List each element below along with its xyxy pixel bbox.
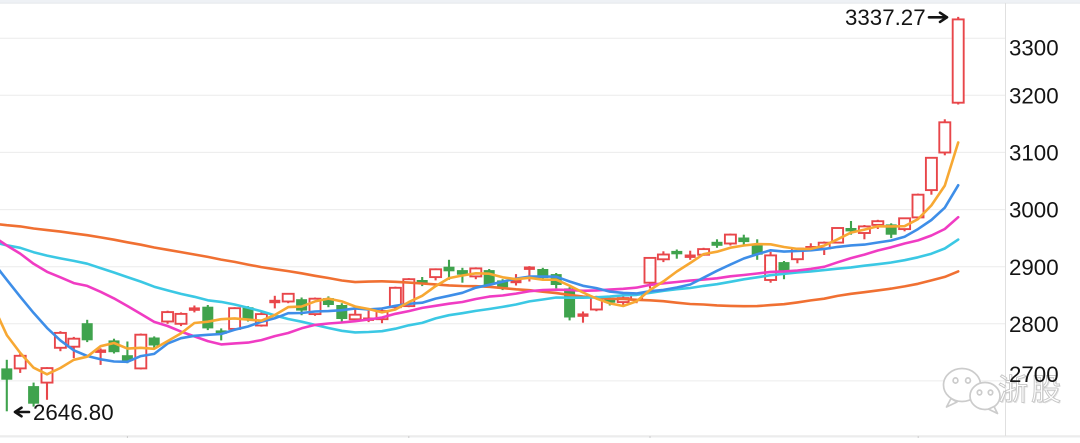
- svg-text:3100: 3100: [1009, 141, 1059, 166]
- svg-text:3337.27: 3337.27: [845, 5, 926, 30]
- svg-text:浙股: 浙股: [998, 374, 1064, 407]
- svg-text:3200: 3200: [1009, 84, 1059, 109]
- svg-text:2646.80: 2646.80: [33, 400, 114, 425]
- svg-text:3300: 3300: [1009, 36, 1059, 61]
- svg-text:3000: 3000: [1009, 198, 1059, 223]
- svg-text:2700: 2700: [1009, 362, 1059, 387]
- svg-text:2900: 2900: [1009, 255, 1059, 280]
- svg-text:浙股: 浙股: [999, 375, 1065, 408]
- svg-text:2800: 2800: [1009, 312, 1059, 337]
